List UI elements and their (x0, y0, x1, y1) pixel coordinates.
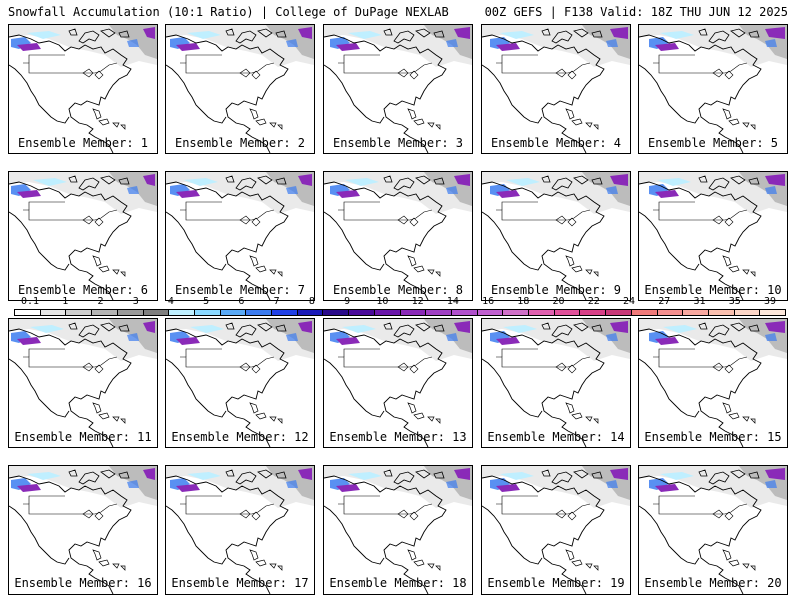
colorbar-swatch (529, 310, 555, 315)
colorbar-swatch (400, 310, 427, 315)
colorbar-label: 18 (517, 296, 530, 307)
colorbar-swatch (117, 310, 144, 315)
ensemble-member-map (165, 171, 315, 301)
ensemble-member-label: Ensemble Member: 6 (17, 283, 149, 297)
ensemble-member-map (638, 171, 788, 301)
colorbar-swatch (477, 310, 504, 315)
colorbar-swatch (220, 310, 247, 315)
colorbar-label: 31 (693, 296, 706, 307)
ensemble-member-label: Ensemble Member: 8 (332, 283, 464, 297)
colorbar-label: 39 (763, 296, 777, 307)
ensemble-member-label: Ensemble Member: 14 (487, 430, 625, 444)
colorbar-label: 22 (587, 296, 600, 307)
colorbar-swatch (349, 310, 375, 315)
ensemble-member-map (638, 465, 788, 595)
colorbar-label: 16 (482, 296, 495, 307)
colorbar-swatch (92, 310, 118, 315)
ensemble-member-map (323, 318, 473, 448)
ensemble-member-map (638, 24, 788, 154)
colorbar-swatch (40, 310, 67, 315)
colorbar-label: 8 (308, 296, 315, 307)
ensemble-member-map (8, 465, 158, 595)
colorbar-label: 6 (238, 296, 245, 307)
ensemble-member-label: Ensemble Member: 4 (490, 136, 622, 150)
colorbar-swatch (708, 310, 735, 315)
colorbar-labels: 0.1 1 2 3 4 5 6 7 8 9 10 12 14 16 18 20 22 24 27 31 35 39 (14, 296, 786, 308)
colorbar-swatch (143, 310, 170, 315)
colorbar-label: 27 (658, 296, 671, 307)
colorbar-swatch (683, 310, 709, 315)
colorbar-swatch (631, 310, 658, 315)
ensemble-member-map (481, 24, 631, 154)
ensemble-member-map (165, 465, 315, 595)
ensemble-member-map (323, 171, 473, 301)
ensemble-member-map (165, 24, 315, 154)
colorbar-swatch (451, 310, 478, 315)
ensemble-member-label: Ensemble Member: 18 (329, 576, 467, 590)
colorbar-swatch (657, 310, 684, 315)
ensemble-member-label: Ensemble Member: 10 (644, 283, 782, 297)
colorbar-label: 35 (728, 296, 741, 307)
colorbar-label: 24 (623, 296, 636, 307)
ensemble-member-map (481, 318, 631, 448)
colorbar-swatch (323, 310, 350, 315)
colorbar-swatch (66, 310, 93, 315)
colorbar-label: 0.1 (20, 296, 40, 307)
colorbar-swatches (14, 309, 786, 316)
ensemble-member-map (8, 318, 158, 448)
ensemble-member-label: Ensemble Member: 3 (332, 136, 464, 150)
colorbar-label: 9 (344, 296, 351, 307)
ensemble-member-label: Ensemble Member: 5 (647, 136, 779, 150)
colorbar-label: 3 (132, 296, 139, 307)
ensemble-member-label: Ensemble Member: 9 (490, 283, 622, 297)
colorbar-swatch (554, 310, 581, 315)
ensemble-member-label: Ensemble Member: 13 (329, 430, 467, 444)
ensemble-member-label: Ensemble Member: 7 (174, 283, 306, 297)
colorbar-swatch (297, 310, 324, 315)
map-title: Snowfall Accumulation (10:1 Ratio) | Col… (8, 5, 449, 19)
ensemble-member-map (323, 24, 473, 154)
ensemble-member-label: Ensemble Member: 19 (487, 576, 625, 590)
colorbar-label: 14 (446, 296, 459, 307)
colorbar-swatch (580, 310, 607, 315)
colorbar-label: 5 (203, 296, 210, 307)
colorbar-swatch (246, 310, 273, 315)
colorbar-swatch (760, 310, 786, 315)
run-valid-time: 00Z GEFS | F138 Valid: 18Z THU JUN 12 20… (484, 5, 788, 19)
colorbar: 0.1 1 2 3 4 5 6 7 8 9 10 12 14 16 18 20 22 24 27 31 35 39 (14, 296, 786, 318)
colorbar-label: 7 (273, 296, 280, 307)
ensemble-member-label: Ensemble Member: 17 (171, 576, 309, 590)
colorbar-swatch (272, 310, 298, 315)
ensemble-member-map (8, 171, 158, 301)
ensemble-member-label: Ensemble Member: 2 (174, 136, 306, 150)
ensemble-member-label: Ensemble Member: 20 (644, 576, 782, 590)
ensemble-member-label: Ensemble Member: 12 (171, 430, 309, 444)
ensemble-member-map (165, 318, 315, 448)
ensemble-member-label: Ensemble Member: 15 (644, 430, 782, 444)
colorbar-label: 12 (411, 296, 424, 307)
ensemble-member-map (638, 318, 788, 448)
colorbar-swatch (169, 310, 195, 315)
colorbar-swatch (734, 310, 761, 315)
colorbar-label: 20 (552, 296, 565, 307)
ensemble-member-label: Ensemble Member: 11 (14, 430, 152, 444)
colorbar-swatch (426, 310, 452, 315)
header: Snowfall Accumulation (10:1 Ratio) | Col… (0, 0, 800, 22)
colorbar-label: 2 (97, 296, 104, 307)
colorbar-label: 1 (62, 296, 69, 307)
ensemble-member-map (481, 171, 631, 301)
ensemble-member-map (8, 24, 158, 154)
ensemble-member-label: Ensemble Member: 1 (17, 136, 149, 150)
ensemble-member-label: Ensemble Member: 16 (14, 576, 152, 590)
colorbar-swatch (606, 310, 632, 315)
colorbar-swatch (503, 310, 530, 315)
colorbar-swatch (15, 310, 41, 315)
colorbar-label: 10 (376, 296, 389, 307)
colorbar-swatch (374, 310, 401, 315)
colorbar-swatch (194, 310, 221, 315)
ensemble-member-map (323, 465, 473, 595)
colorbar-label: 4 (167, 296, 174, 307)
ensemble-member-map (481, 465, 631, 595)
